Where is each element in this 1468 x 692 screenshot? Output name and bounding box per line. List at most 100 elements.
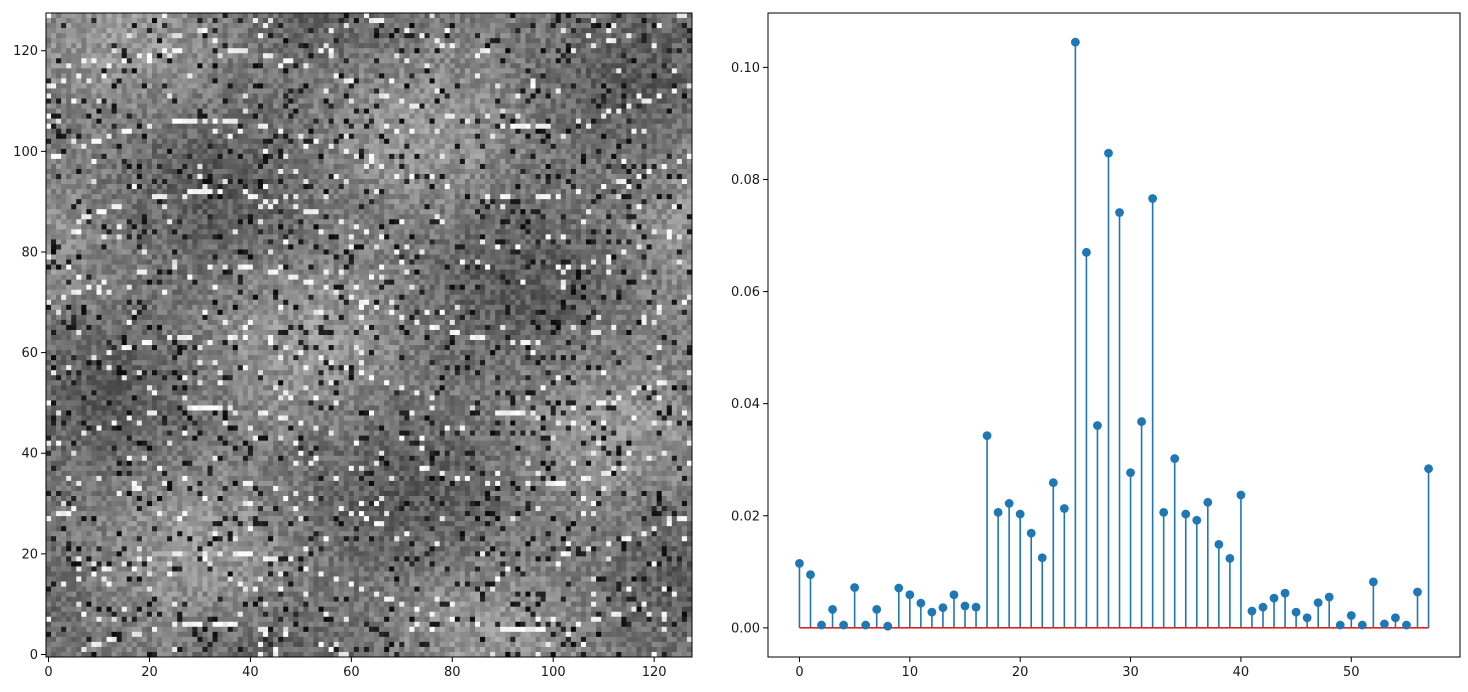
image-pixel <box>298 113 304 120</box>
image-pixel <box>177 204 183 210</box>
image-pixel <box>676 103 683 110</box>
image-pixel <box>353 123 360 130</box>
image-pixel <box>686 23 692 29</box>
image-pixel <box>308 113 315 120</box>
image-pixel <box>424 103 431 110</box>
image-pixel <box>580 118 587 125</box>
image-pixel <box>187 108 193 115</box>
image-pixel <box>500 148 506 155</box>
image-pixel <box>621 194 627 200</box>
image-pixel <box>172 58 178 64</box>
image-pixel <box>389 18 395 24</box>
image-pixel <box>237 148 244 155</box>
image-pixel <box>111 53 118 59</box>
image-pixel <box>384 113 390 120</box>
image-pixel <box>257 38 264 44</box>
image-pixel <box>490 194 496 200</box>
image-pixel <box>126 108 133 115</box>
image-pixel <box>555 128 562 135</box>
image-pixel <box>116 133 123 140</box>
image-pixel <box>444 23 451 29</box>
image-pixel <box>525 194 532 200</box>
image-pixel <box>434 108 441 115</box>
image-pixel <box>535 199 542 205</box>
image-pixel <box>474 38 481 44</box>
image-pixel <box>429 123 436 130</box>
image-pixel <box>515 123 522 130</box>
image-pixel <box>480 48 486 54</box>
image-pixel <box>555 68 562 74</box>
image-pixel <box>263 73 269 80</box>
image-pixel <box>389 73 395 80</box>
image-pixel <box>121 133 128 140</box>
image-pixel <box>480 88 486 95</box>
image-pixel <box>66 28 72 34</box>
image-pixel <box>439 43 446 49</box>
image-pixel <box>162 184 168 190</box>
image-pixel <box>601 148 607 155</box>
image-pixel <box>424 68 431 74</box>
image-pixel <box>661 23 668 29</box>
image-pixel <box>81 88 87 95</box>
image-pixel <box>96 133 103 140</box>
image-pixel <box>197 58 204 64</box>
image-pixel <box>424 83 431 90</box>
image-pixel <box>167 83 173 90</box>
image-pixel <box>197 78 204 85</box>
image-pixel <box>666 184 673 190</box>
image-pixel <box>242 194 249 200</box>
image-pixel <box>636 113 643 120</box>
image-pixel <box>182 199 188 205</box>
image-pixel <box>666 189 673 195</box>
image-pixel <box>51 53 57 59</box>
image-pixel <box>268 53 274 59</box>
image-pixel <box>651 118 658 125</box>
image-pixel <box>71 184 77 190</box>
image-pixel <box>121 78 128 85</box>
image-pixel <box>374 38 380 44</box>
image-pixel <box>66 204 72 210</box>
image-pixel <box>596 103 602 110</box>
image-pixel <box>308 78 315 85</box>
image-pixel <box>550 179 557 185</box>
image-pixel <box>419 194 426 200</box>
image-pixel <box>146 199 153 205</box>
image-pixel <box>348 83 355 90</box>
image-pixel <box>535 163 542 170</box>
image-pixel <box>227 189 234 195</box>
image-pixel <box>273 48 279 54</box>
image-pixel <box>454 63 461 69</box>
image-pixel <box>464 63 471 69</box>
image-pixel <box>651 98 658 105</box>
image-pixel <box>212 138 219 145</box>
image-pixel <box>96 73 103 80</box>
image-pixel <box>252 103 259 110</box>
image-pixel <box>318 133 325 140</box>
image-pixel <box>212 179 219 185</box>
image-pixel <box>288 143 294 150</box>
image-pixel <box>591 58 597 64</box>
image-pixel <box>328 63 335 69</box>
image-pixel <box>141 189 148 195</box>
image-pixel <box>555 158 562 165</box>
image-pixel <box>500 13 506 19</box>
image-pixel <box>439 58 446 64</box>
image-pixel <box>525 163 532 170</box>
image-pixel <box>106 78 113 85</box>
image-pixel <box>111 68 118 74</box>
image-pixel <box>56 53 62 59</box>
image-pixel <box>106 194 113 200</box>
image-pixel <box>353 168 360 175</box>
image-pixel <box>525 98 532 105</box>
image-pixel <box>151 123 158 130</box>
image-pixel <box>343 168 350 175</box>
image-pixel <box>172 33 178 39</box>
image-pixel <box>51 103 57 110</box>
image-pixel <box>66 13 72 19</box>
image-pixel <box>434 33 441 39</box>
image-pixel <box>313 13 320 19</box>
image-pixel <box>591 138 597 145</box>
image-pixel <box>474 83 481 90</box>
image-pixel <box>464 179 471 185</box>
image-pixel <box>116 83 123 90</box>
